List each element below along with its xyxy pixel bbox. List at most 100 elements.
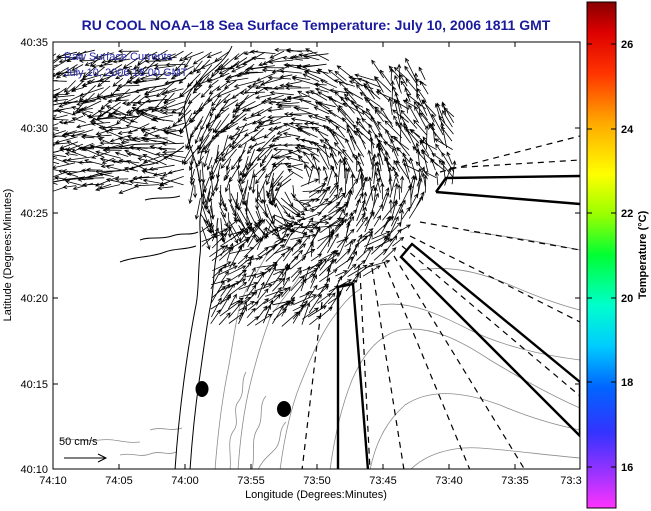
current-vector: [246, 84, 273, 89]
current-vector: [189, 165, 194, 186]
current-vector: [400, 80, 412, 95]
current-vector: [255, 246, 277, 261]
current-vector: [204, 141, 212, 155]
current-vector: [276, 128, 291, 135]
current-vector: [243, 50, 259, 56]
current-vector: [292, 270, 303, 282]
current-vector: [212, 263, 227, 279]
current-vector: [317, 101, 336, 108]
current-vector: [392, 236, 405, 247]
current-vector: [322, 143, 330, 166]
current-vector: [206, 51, 222, 59]
current-vector: [125, 124, 150, 131]
current-vector: [233, 80, 258, 88]
current-vector: [400, 109, 418, 129]
current-vector: [201, 232, 217, 247]
colorbar-tick-labels: 26 24 22 20 18 16: [621, 39, 634, 474]
current-vector: [203, 148, 210, 168]
current-vector: [210, 309, 221, 324]
current-vector: [238, 301, 255, 312]
current-vector: [109, 65, 132, 75]
colorbar-tick-label: 26: [621, 39, 633, 51]
current-vector: [317, 68, 337, 83]
current-vector: [62, 72, 87, 78]
current-vector: [282, 276, 290, 289]
current-vector: [334, 218, 347, 233]
current-vector: [340, 96, 355, 114]
current-vector: [57, 169, 79, 178]
current-vector: [347, 250, 357, 270]
current-vector: [289, 121, 303, 126]
current-vector: [266, 96, 285, 102]
current-vector: [393, 66, 408, 80]
current-vector: [112, 111, 138, 118]
current-vector: [76, 100, 96, 106]
current-vector: [105, 164, 130, 173]
current-vector: [91, 151, 111, 159]
current-vector: [162, 155, 184, 163]
current-vector: [118, 144, 139, 150]
current-vector: [346, 242, 359, 263]
current-vector: [154, 134, 177, 145]
current-vector: [220, 283, 231, 297]
current-vector: [58, 57, 77, 64]
scale-arrow: [64, 453, 108, 463]
current-vector: [220, 282, 236, 305]
current-vector: [210, 164, 215, 180]
current-vector: [356, 117, 366, 131]
current-vector: [398, 121, 404, 143]
current-vector: [309, 285, 330, 303]
current-vector: [338, 237, 347, 257]
current-vector: [272, 147, 294, 152]
current-vector: [380, 106, 394, 128]
current-vector: [144, 94, 159, 99]
colorbar-tick-label: 18: [621, 377, 633, 389]
current-vector: [212, 120, 222, 134]
current-vector: [374, 76, 392, 93]
current-vector: [101, 157, 115, 164]
current-vector: [394, 74, 402, 94]
current-vector: [171, 106, 184, 113]
current-vector: [282, 255, 299, 272]
y-tick-labels: 40:35 40:30 40:25 40:20 40:15 40:10: [20, 37, 48, 476]
current-vector: [297, 90, 318, 102]
current-vector: [232, 106, 241, 119]
current-vector: [299, 144, 320, 157]
current-vector: [249, 49, 276, 54]
current-vector: [108, 113, 132, 125]
current-vector: [327, 249, 337, 276]
current-vector: [152, 49, 168, 60]
y-tick-label: 40:35: [20, 37, 48, 49]
current-vector: [283, 227, 295, 248]
current-vector: [71, 87, 85, 92]
current-vector: [302, 307, 319, 320]
current-vector: [334, 212, 349, 229]
current-vector: [290, 117, 311, 123]
current-vector: [153, 65, 176, 71]
current-vector: [325, 138, 337, 157]
current-vector: [129, 108, 150, 123]
current-vector: [267, 108, 284, 113]
current-vector: [391, 199, 398, 220]
current-vector: [285, 156, 310, 164]
current-vector: [335, 248, 352, 264]
x-tick-labels: 74:10 74:05 74:00 73:55 73:50 73:45 73:4…: [39, 475, 581, 487]
current-vector: [200, 86, 212, 98]
current-vector: [290, 266, 302, 278]
current-vector: [410, 129, 427, 145]
current-vector: [300, 265, 311, 292]
current-vector: [245, 290, 258, 304]
current-vector: [227, 300, 244, 319]
current-vector: [103, 146, 130, 151]
current-vector: [302, 63, 327, 69]
colorbar-tick-label: 22: [621, 208, 633, 220]
current-vector: [327, 165, 335, 187]
current-vector: [355, 212, 366, 227]
current-vector: [327, 295, 341, 305]
current-vector: [96, 133, 112, 138]
current-vector: [354, 176, 368, 200]
current-vector: [164, 79, 183, 85]
current-vector: [274, 178, 292, 192]
current-vector: [347, 264, 368, 277]
